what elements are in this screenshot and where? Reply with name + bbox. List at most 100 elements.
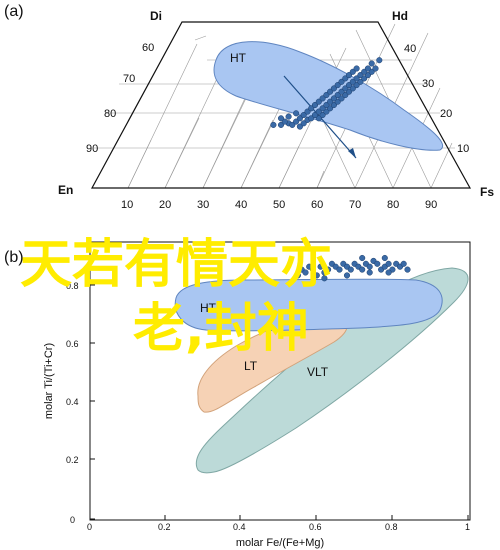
ternary-point — [277, 115, 285, 122]
bottom-tick: 60 — [311, 199, 323, 211]
ternary-point — [315, 98, 322, 105]
ternary-point — [357, 72, 364, 79]
ternary-point — [349, 78, 356, 85]
bottom-tick: 30 — [197, 199, 209, 211]
ternary-point — [293, 110, 300, 117]
ternary-point — [349, 68, 356, 75]
left-tick-90: 90 — [86, 143, 98, 155]
ternary-point — [308, 115, 315, 122]
ternary-point — [270, 121, 277, 128]
ht-label-a: HT — [230, 51, 247, 65]
scatter-point — [343, 272, 351, 279]
ternary-point — [311, 101, 319, 109]
panel-b: (b) HT LT VLT 0 0.2 0.4 0.6 0.8 — [4, 241, 471, 549]
ternary-point — [296, 115, 303, 122]
trend-arrow-head — [348, 148, 356, 158]
ternary-point — [277, 121, 285, 128]
bottom-tick-labels: 10 20 30 40 50 60 70 80 90 — [121, 199, 437, 211]
ternary-point — [300, 120, 307, 127]
ternary-point — [334, 98, 341, 105]
scatter-point — [381, 254, 388, 262]
scatter-point — [317, 263, 324, 270]
x-tick-0-4: 0.4 — [233, 522, 246, 532]
y-tick-0-2: 0.2 — [66, 455, 79, 465]
ternary-point — [353, 75, 360, 82]
corner-di: Di — [150, 9, 162, 23]
ternary-point — [372, 65, 379, 72]
ternary-point — [368, 60, 375, 67]
ternary-point — [319, 105, 326, 112]
lt-label: LT — [244, 359, 258, 373]
bottom-tick: 20 — [159, 199, 171, 211]
scatter-point — [325, 266, 332, 273]
ternary-point — [289, 121, 296, 128]
ternary-point — [319, 111, 326, 119]
y-axis-title: molar Ti/(Ti+Cr) — [43, 343, 55, 419]
ternary-point — [330, 95, 337, 102]
scatter-point — [385, 260, 392, 267]
scatter-point — [313, 272, 320, 279]
ternary-point — [338, 95, 345, 102]
scatter-point — [309, 266, 317, 273]
ternary-point — [311, 111, 319, 119]
ht-label-b: HT — [200, 301, 217, 315]
overlay-line-1: 天若有情天亦 — [20, 235, 332, 295]
ternary-point — [315, 108, 322, 115]
overlay-line-2: 老,封神 — [133, 299, 309, 359]
ternary-points — [270, 57, 383, 130]
ternary-point — [338, 88, 345, 95]
left-tick-80: 80 — [104, 108, 116, 120]
scatter-point — [366, 263, 373, 270]
ternary-point — [357, 78, 364, 85]
scatter-point — [366, 269, 373, 276]
panel-b-label: (b) — [4, 249, 24, 266]
ternary-point — [353, 82, 360, 89]
ternary-point — [296, 123, 303, 130]
scatter-point — [385, 269, 392, 276]
bottom-tick: 50 — [273, 199, 285, 211]
scatter-point — [359, 266, 366, 273]
ternary-outline — [90, 21, 472, 189]
plot-frame — [89, 241, 471, 521]
scatter-points — [294, 254, 411, 282]
scatter-point — [302, 269, 309, 276]
ternary-point — [327, 88, 334, 95]
ternary-point — [353, 65, 360, 72]
corner-en: En — [58, 183, 73, 197]
scatter-point — [336, 266, 343, 273]
ternary-point — [349, 85, 356, 92]
ternary-point — [330, 101, 337, 109]
right-tick-30: 30 — [422, 78, 434, 90]
scatter-point — [400, 260, 407, 267]
corner-fs: Fs — [480, 185, 494, 199]
scatter-point — [359, 254, 366, 262]
panel-a: (a) — [4, 3, 494, 211]
y-axis-ticks — [90, 284, 95, 520]
ternary-point — [281, 118, 288, 125]
ternary-point — [285, 113, 292, 120]
scatter-point — [321, 275, 328, 282]
bottom-tick: 70 — [349, 199, 361, 211]
ternary-point — [315, 115, 322, 122]
scatter-point — [404, 266, 411, 273]
ternary-point — [319, 95, 326, 102]
y-tick-0-8: 0.8 — [66, 281, 79, 291]
ternary-point — [338, 78, 345, 85]
corner-hd: Hd — [392, 9, 408, 23]
x-tick-0: 0 — [87, 522, 92, 532]
left-tick-70: 70 — [123, 73, 135, 85]
right-tick-40: 40 — [404, 43, 416, 55]
ternary-point — [368, 68, 375, 75]
y-tick-0: 0 — [70, 515, 75, 525]
ternary-point — [293, 118, 300, 125]
y-tick-0-4: 0.4 — [66, 397, 79, 407]
ternary-point — [330, 85, 337, 92]
ternary-point — [334, 91, 341, 99]
ternary-point — [376, 57, 383, 64]
x-axis-title: molar Fe/(Fe+Mg) — [236, 537, 324, 549]
ternary-point — [345, 72, 353, 79]
scatter-point — [374, 260, 381, 267]
bottom-tick: 80 — [387, 199, 399, 211]
right-tick-10: 10 — [457, 143, 469, 155]
